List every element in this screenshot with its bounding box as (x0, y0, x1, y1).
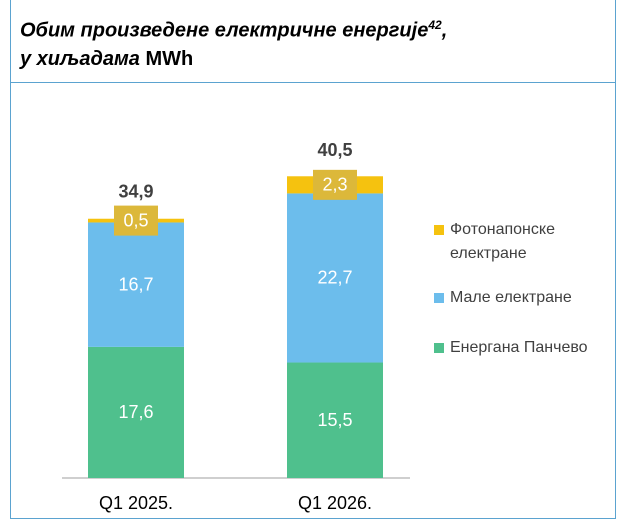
value-label: 22,7 (317, 268, 352, 288)
total-label: 40,5 (317, 140, 352, 160)
subtitle: у хиљадама MWh (20, 48, 193, 71)
header: Обим произведене електричне енергије42, … (10, 0, 616, 83)
legend-label: Мале електране (450, 289, 572, 306)
x-tick-label: Q1 2026. (298, 493, 372, 513)
value-label: 0,5 (123, 210, 148, 230)
title-tail: , (441, 19, 448, 42)
value-label: 2,3 (322, 175, 347, 195)
legend-item: Енергана Панчево (434, 336, 614, 360)
bar-segment (88, 222, 184, 347)
legend-label: Фотонапонске електране (450, 221, 555, 262)
footnote-ref: 42 (428, 18, 442, 32)
value-label: 15,5 (317, 410, 352, 430)
legend-swatch (434, 343, 444, 353)
total-label: 34,9 (118, 182, 153, 202)
frame (10, 0, 616, 519)
x-tick-label: Q1 2025. (99, 493, 173, 513)
label-box (313, 169, 357, 200)
bar-segment (88, 346, 184, 478)
legend-swatch (434, 293, 444, 303)
value-label: 17,6 (118, 402, 153, 422)
title: Обим произведене електричне енергије42, (20, 18, 447, 43)
unit: MWh (145, 48, 194, 70)
bar-segment (287, 362, 383, 478)
legend-swatch (434, 225, 444, 235)
bar-segment (287, 193, 383, 363)
legend-item: Мале електране (434, 286, 614, 310)
legend: Фотонапонске електране Мале електране Енер… (434, 218, 614, 360)
subtitle-text: у хиљадама (20, 48, 140, 70)
label-box (114, 205, 158, 236)
legend-item: Фотонапонске електране (434, 218, 614, 266)
legend-label: Енергана Панчево (450, 339, 588, 356)
value-label: 16,7 (118, 274, 153, 294)
title-text: Обим произведене електричне енергије (20, 19, 429, 42)
